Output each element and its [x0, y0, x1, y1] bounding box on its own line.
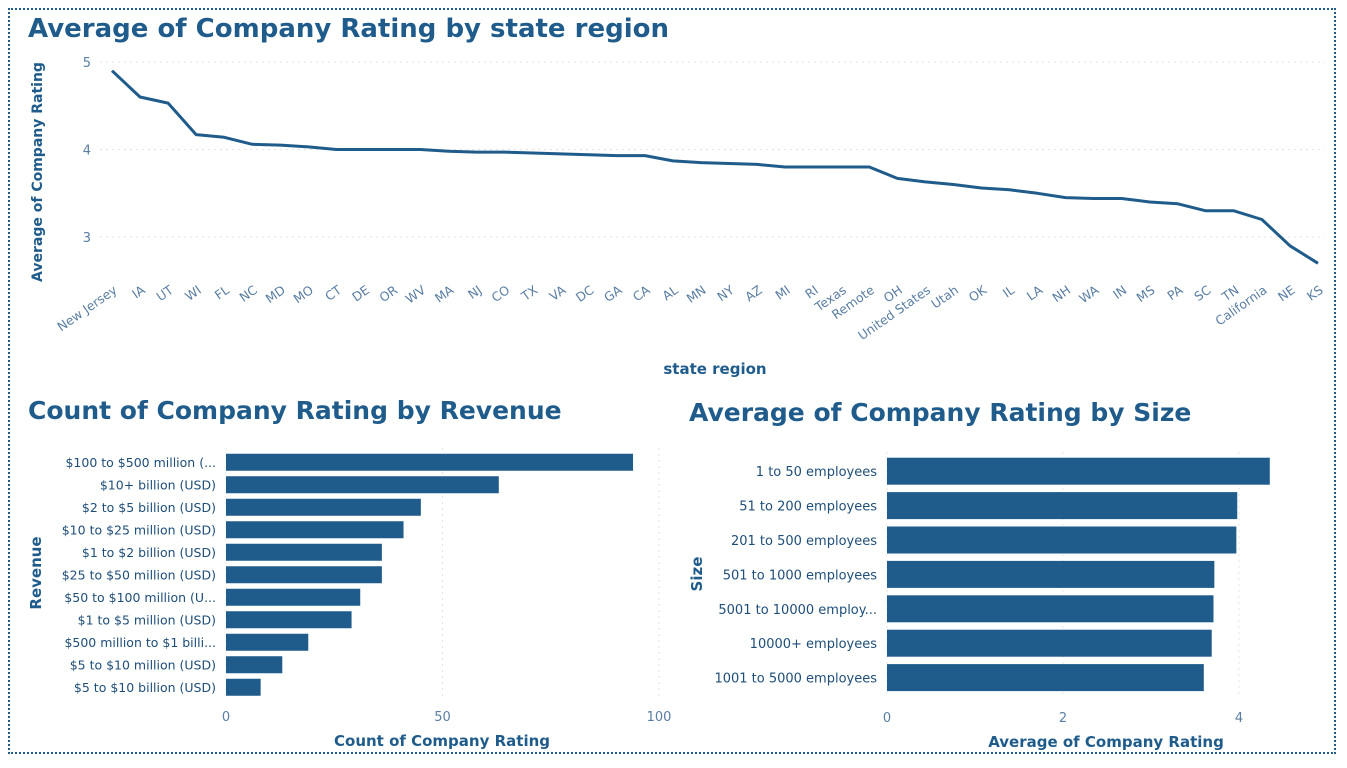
bar [226, 543, 382, 561]
x-tick-label: 0 [222, 710, 230, 725]
bar [887, 664, 1204, 692]
bar [887, 457, 1270, 485]
bar [226, 611, 352, 629]
category-label: $1 to $5 million (USD) [78, 612, 216, 627]
bar [887, 595, 1214, 623]
size-chart-title: Average of Company Rating by Size [689, 398, 1192, 427]
x-tick-label: 0 [883, 711, 891, 726]
category-label: 10000+ employees [750, 637, 878, 652]
category-label: 201 to 500 employees [731, 534, 877, 549]
bar [226, 521, 404, 539]
x-tick-label: 100 [647, 710, 672, 725]
revenue-bar-chart: 0 50 100 $100 to $500 million (... $10+ bill… [27, 448, 672, 750]
category-label: 1001 to 5000 employees [714, 672, 877, 687]
bar [226, 498, 421, 516]
category-label: 1 to 50 employees [756, 465, 877, 480]
x-tick-label: 50 [434, 710, 451, 725]
x-tick-label: 2 [1059, 711, 1067, 726]
y-tick-label: 5 [83, 56, 91, 71]
y-axis-title: Revenue [27, 536, 45, 609]
category-label: $5 to $10 billion (USD) [74, 680, 216, 695]
category-label: $100 to $500 million (... [65, 455, 216, 470]
bar [887, 526, 1237, 554]
line-chart-title: Average of Company Rating by state regio… [28, 14, 669, 44]
category-label: $5 to $10 million (USD) [70, 657, 216, 672]
y-tick-label: 4 [83, 144, 91, 159]
y-axis-title: Average of Company Rating [30, 62, 46, 282]
report-frame [8, 8, 1336, 754]
category-label: $500 million to $1 billi... [64, 635, 216, 650]
category-label: $25 to $50 million (USD) [62, 567, 216, 582]
bar [226, 566, 382, 584]
revenue-chart-title: Count of Company Rating by Revenue [28, 396, 562, 425]
category-label: $2 to $5 billion (USD) [82, 500, 216, 515]
category-label: $10 to $25 million (USD) [62, 522, 216, 537]
category-label: $10+ billion (USD) [100, 477, 216, 492]
category-label: 51 to 200 employees [739, 500, 877, 515]
series-line [110, 69, 1319, 265]
bar [226, 588, 361, 606]
category-label: $50 to $100 million (U... [64, 590, 216, 605]
bar [226, 678, 261, 696]
x-tick-label: AL [659, 282, 680, 303]
y-tick-label: 3 [83, 231, 91, 246]
x-axis-title: Count of Company Rating [334, 732, 550, 750]
bar [226, 656, 283, 674]
bar [887, 629, 1212, 657]
bar [226, 633, 309, 651]
x-tick-label: 4 [1235, 711, 1243, 726]
category-label: $1 to $2 billion (USD) [82, 545, 216, 560]
category-label: 501 to 1000 employees [723, 568, 878, 583]
bar [887, 492, 1238, 520]
bar [226, 476, 499, 494]
category-label: 5001 to 10000 employ... [718, 603, 877, 618]
x-tick-label: MI [772, 282, 792, 303]
x-axis-title: state region [663, 360, 766, 378]
x-axis-title: Average of Company Rating [988, 733, 1224, 751]
bar [226, 453, 634, 471]
y-axis-title: Size [688, 557, 706, 592]
bar [887, 560, 1215, 588]
